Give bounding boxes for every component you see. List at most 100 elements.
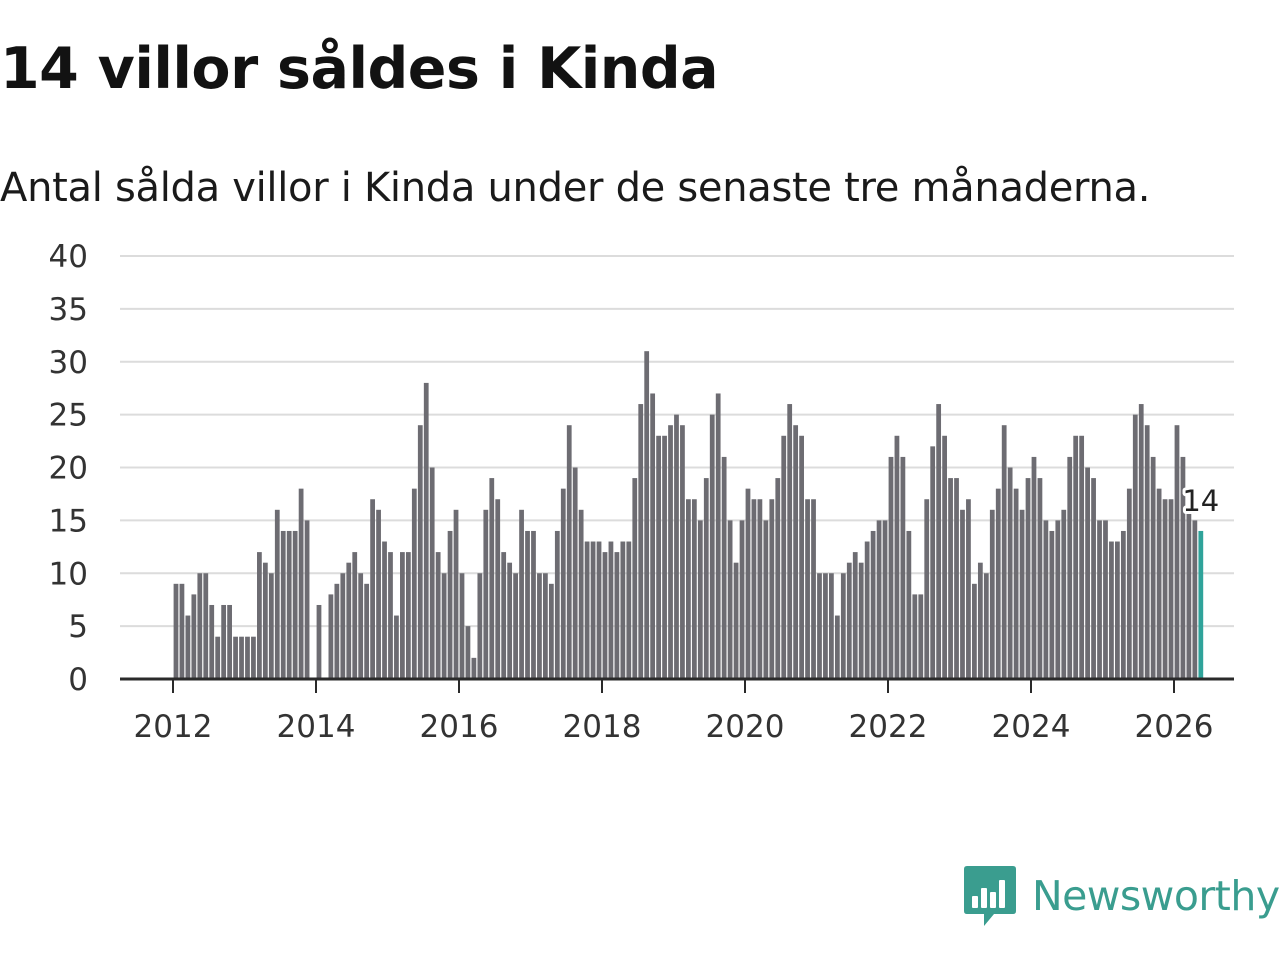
bar [316, 604, 322, 679]
bar [817, 573, 822, 679]
x-tick-label: 2026 [1135, 709, 1214, 745]
bar [829, 573, 834, 679]
bar [1174, 425, 1180, 679]
bar [799, 435, 804, 679]
bar [727, 520, 733, 680]
bar [221, 604, 227, 679]
bar [1025, 478, 1031, 679]
bar [328, 594, 334, 679]
highlighted-bar [1198, 530, 1204, 679]
bar [686, 499, 691, 679]
y-tick-label: 20 [49, 451, 88, 487]
bar [781, 435, 787, 679]
bar [674, 414, 679, 680]
bar [423, 382, 429, 679]
bar [882, 520, 888, 680]
bar [173, 583, 179, 679]
bar [888, 456, 894, 679]
bar [948, 478, 953, 679]
bar [548, 583, 554, 679]
bar [680, 425, 685, 679]
x-tick-label: 2012 [134, 709, 213, 745]
bar [900, 456, 906, 679]
bar [465, 626, 471, 680]
bar [1067, 456, 1073, 679]
newsworthy-chart-icon [964, 866, 1016, 926]
bar [352, 552, 358, 679]
bar [1085, 467, 1090, 679]
bar [1013, 488, 1019, 679]
bar [405, 552, 411, 679]
bar [1079, 435, 1085, 679]
bar [477, 573, 483, 679]
y-tick-label: 15 [49, 503, 88, 539]
bar [852, 552, 858, 679]
y-tick-label: 40 [49, 239, 88, 275]
bar [382, 541, 387, 679]
bar [209, 604, 215, 679]
bar [268, 573, 274, 679]
bar [1007, 467, 1013, 679]
bar [531, 530, 536, 679]
bar [435, 552, 441, 679]
bar [876, 520, 882, 680]
bar [787, 404, 793, 679]
bar [572, 467, 578, 679]
bar [292, 530, 298, 679]
bar [775, 478, 781, 679]
bar [358, 573, 364, 679]
x-tick-label: 2016 [420, 709, 499, 745]
bar [602, 552, 608, 679]
bar [1001, 425, 1007, 679]
chart-labels: 0 5 10 15 20 25 30 35 40 2012 2014 2016 2018 2020 2022… [49, 239, 1223, 745]
bar [1150, 456, 1156, 679]
bar [543, 573, 548, 679]
bar [304, 520, 310, 680]
bar [1097, 520, 1102, 680]
bar [513, 573, 518, 679]
bar [286, 530, 292, 679]
y-tick-label: 25 [49, 398, 88, 434]
bar [185, 615, 191, 679]
chart-axes [120, 677, 1234, 693]
bar [930, 446, 936, 679]
bar [1144, 425, 1150, 679]
bar [364, 583, 370, 679]
bar [274, 509, 280, 679]
bar [864, 541, 870, 679]
bar [793, 425, 799, 679]
bar [1103, 520, 1108, 680]
bar [262, 562, 268, 679]
bar [834, 615, 840, 679]
bar [203, 573, 209, 679]
bar [668, 425, 673, 679]
bar [537, 573, 542, 679]
bar [697, 520, 703, 680]
bar [388, 552, 393, 679]
bar [197, 573, 203, 679]
bar [179, 583, 185, 679]
page-subtitle: Antal sålda villor i Kinda under de sena… [0, 165, 1151, 211]
bar [1037, 478, 1043, 679]
bar [1186, 509, 1192, 679]
bar [733, 562, 739, 679]
bar [501, 552, 507, 679]
bar [1061, 509, 1067, 679]
bar [870, 530, 876, 679]
bar [1049, 530, 1055, 679]
y-tick-label: 30 [49, 345, 88, 381]
bar [715, 393, 721, 679]
bar [632, 478, 638, 679]
bar [1156, 488, 1162, 679]
bar [429, 467, 435, 679]
bar [954, 478, 959, 679]
bar [560, 488, 566, 679]
bar [912, 594, 918, 679]
bar [334, 583, 340, 679]
bar [608, 541, 614, 679]
bar [453, 509, 459, 679]
bar [1162, 499, 1168, 679]
bar [1043, 520, 1049, 680]
bar [846, 562, 852, 679]
bar [1073, 435, 1079, 679]
